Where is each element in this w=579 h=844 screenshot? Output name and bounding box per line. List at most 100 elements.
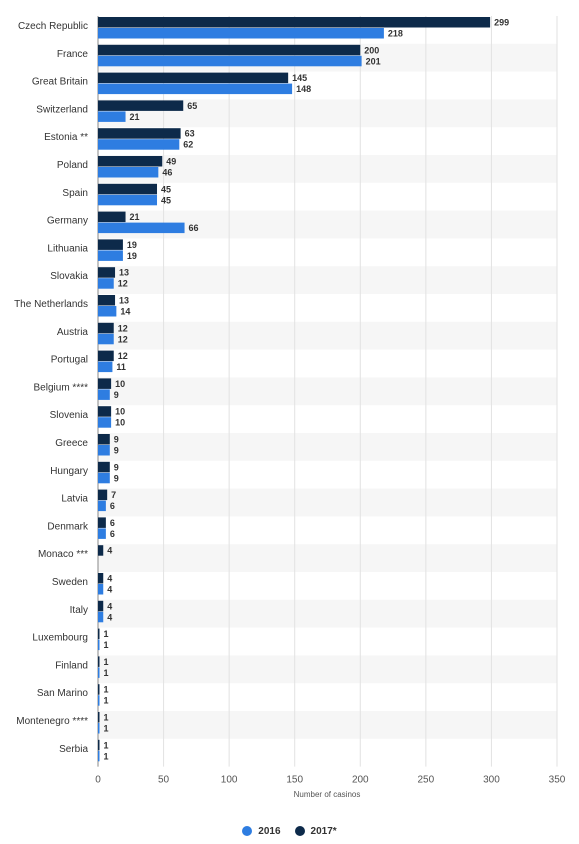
bar [98,389,110,400]
data-label: 1 [104,724,109,734]
data-label: 13 [119,296,129,306]
category-label: Lithuania [47,243,88,254]
bar [98,628,100,640]
bar [98,489,108,501]
category-label: Germany [47,216,88,227]
data-label: 201 [366,56,381,66]
bar [98,222,185,234]
bar [98,17,491,28]
category-label: Luxembourg [32,633,88,644]
data-label: 46 [162,168,172,178]
bar [98,750,100,762]
legend-item-2016[interactable]: 2016 [242,826,281,837]
bar [98,723,100,734]
data-label: 21 [130,112,140,122]
category-label: Italy [70,605,88,616]
x-tick-label: 200 [352,775,369,786]
category-label: Switzerland [36,104,88,115]
x-tick-label: 150 [286,775,303,786]
data-label: 63 [185,129,195,139]
bars [98,17,491,762]
data-label: 45 [161,195,171,205]
data-label: 66 [189,223,199,233]
category-label: Poland [57,160,88,171]
bar [98,712,100,723]
data-label: 65 [187,101,197,111]
category-label: Monaco *** [38,549,88,560]
category-label: Estonia ** [44,132,88,143]
bar [98,128,181,139]
bar [98,417,112,428]
bar [98,472,110,484]
category-label: Montenegro **** [16,716,88,727]
bar [98,573,104,584]
row-band [98,488,557,517]
data-label: 12 [118,323,128,333]
bar [98,739,100,751]
row-band [98,321,557,350]
legend-item-2017[interactable]: 2017* [294,825,337,837]
bar [98,434,110,445]
legend: 2016 2017* [0,821,579,841]
data-label: 4 [107,601,112,611]
bar [98,72,289,84]
category-label: Denmark [47,521,89,532]
bar [98,211,126,223]
bar [98,156,163,167]
data-label: 4 [107,574,112,584]
data-label: 9 [114,446,119,456]
data-label: 62 [183,140,193,150]
category-label: Slovakia [50,271,88,282]
category-label: Portugal [51,355,88,366]
bar [98,139,180,150]
bar [98,378,112,389]
category-label: Latvia [61,494,88,505]
data-label: 4 [107,612,112,622]
data-label: 299 [494,18,509,28]
data-label: 21 [130,212,140,222]
bar [98,445,110,456]
x-axis-title: Number of casinos [294,790,361,799]
data-label: 1 [104,713,109,723]
bar [98,684,100,695]
category-label: Austria [57,327,89,338]
bar [98,267,116,278]
category-label: Slovenia [50,410,89,421]
bar [98,461,110,473]
data-label: 9 [114,473,119,483]
category-label: The Netherlands [14,299,88,310]
legend-label-2017: 2017* [310,825,337,837]
bar [98,667,100,678]
bar [98,111,126,122]
bar [98,183,158,195]
x-tick-label: 100 [221,775,238,786]
category-label: Spain [62,188,88,199]
category-label: Great Britain [32,77,88,88]
row-band [98,377,557,406]
data-label: 1 [104,629,109,639]
row-band [98,433,557,461]
bar [98,194,158,206]
data-label: 1 [104,696,109,706]
data-label: 7 [111,490,116,500]
x-tick-label: 0 [95,775,101,786]
bar [98,528,106,539]
category-label: Belgium **** [34,382,89,393]
bar [98,600,104,612]
bar [98,28,384,39]
bar [98,611,104,623]
data-label: 12 [118,334,128,344]
bar [98,545,104,556]
data-label: 1 [104,668,109,678]
data-label: 6 [110,529,115,539]
data-label: 145 [292,73,307,83]
row-band [98,266,557,294]
category-label: Sweden [52,577,88,588]
data-label: 1 [104,657,109,667]
x-tick-label: 300 [483,775,500,786]
row-band [98,655,557,684]
data-label: 200 [364,45,379,55]
category-label: Serbia [59,744,88,755]
category-label: Hungary [50,466,88,477]
